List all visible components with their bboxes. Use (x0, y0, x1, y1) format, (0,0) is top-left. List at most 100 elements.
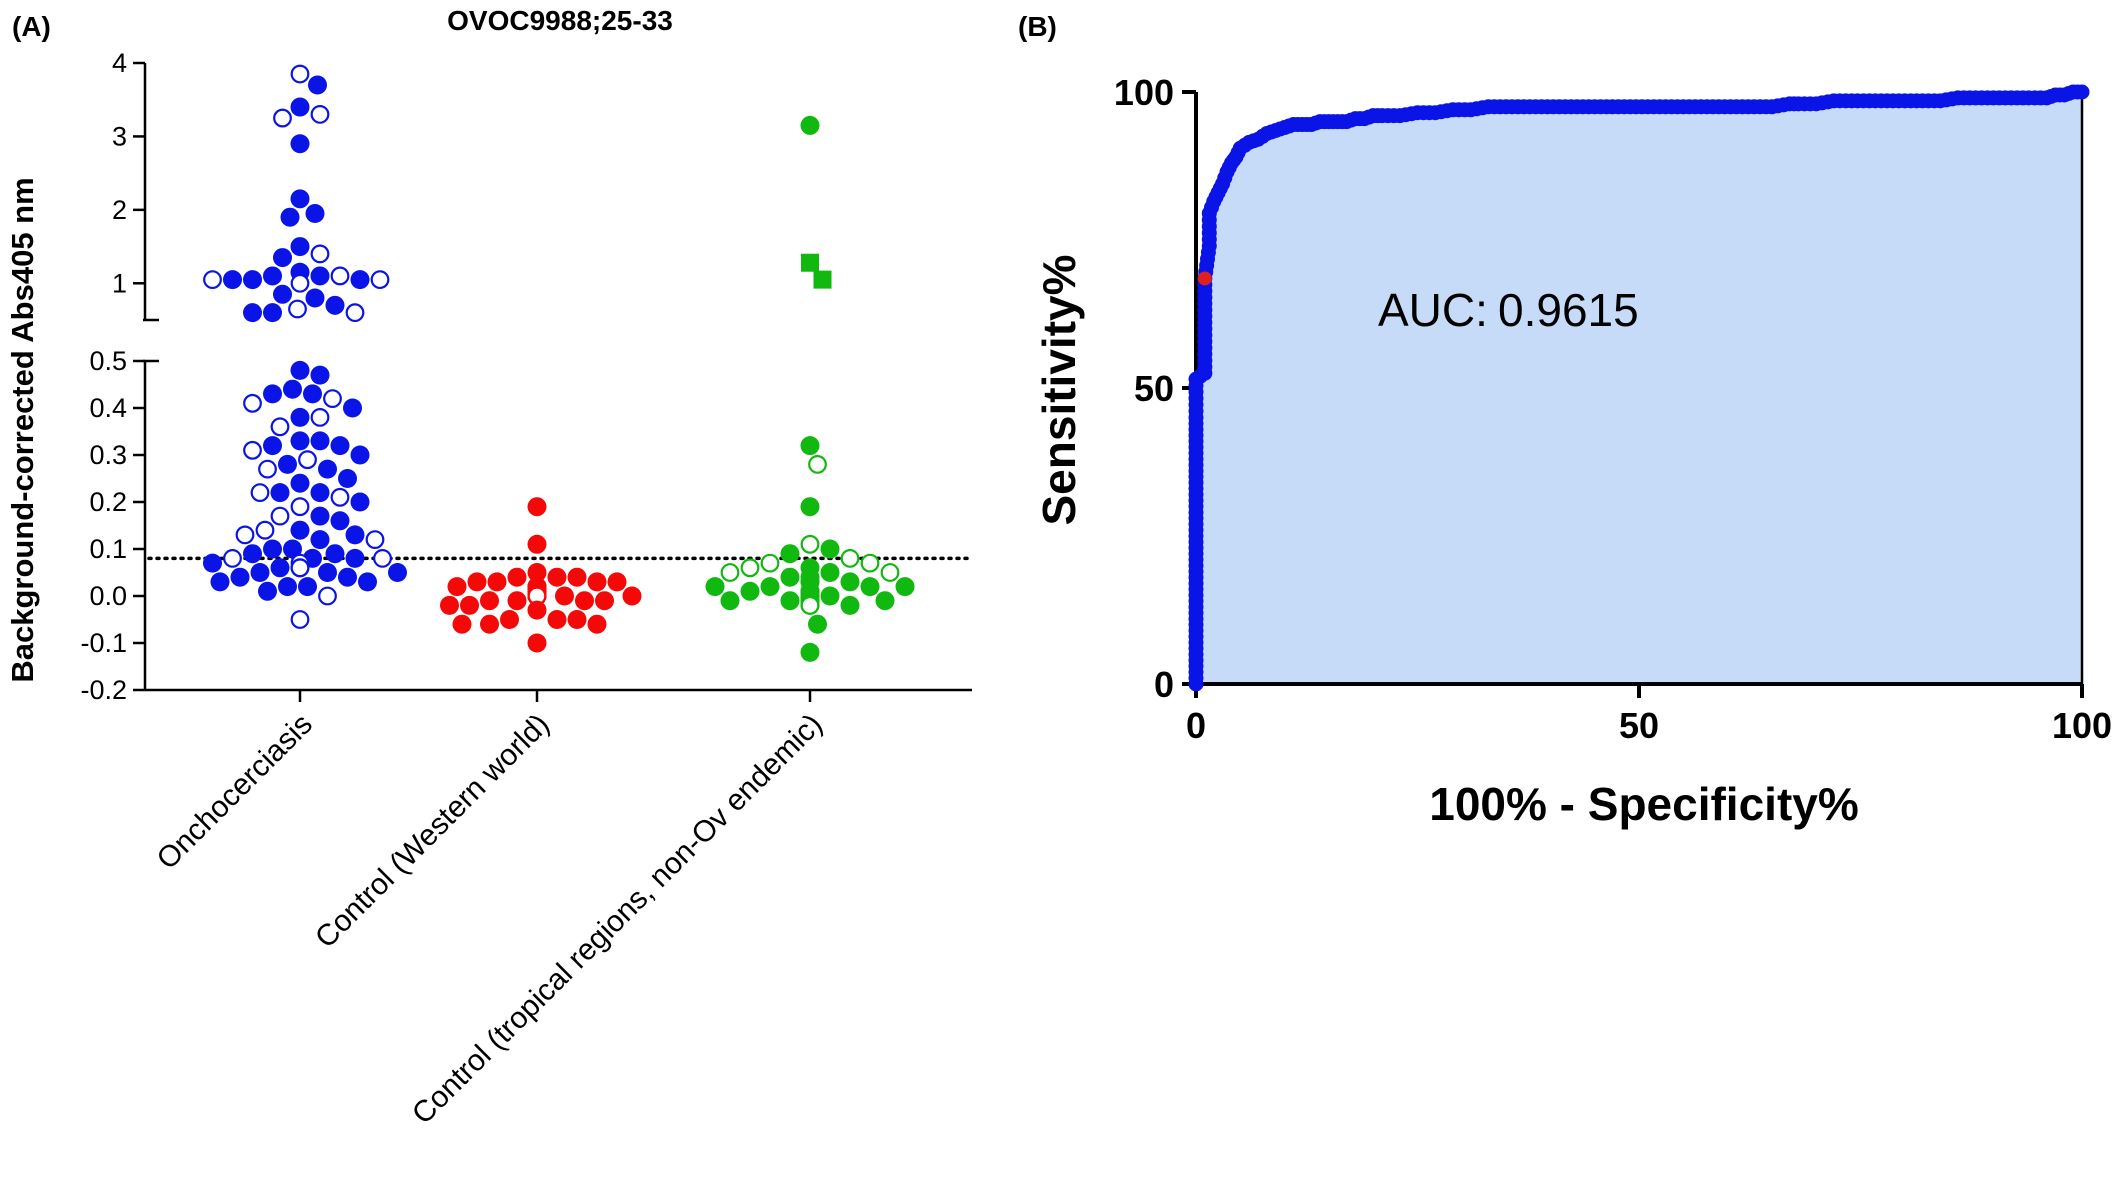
data-point-filled (338, 469, 357, 488)
data-point-filled (325, 544, 345, 564)
data-point-filled (325, 295, 345, 315)
data-point-filled (587, 572, 607, 592)
data-point-filled (258, 581, 277, 601)
data-point-filled (820, 586, 840, 606)
data-point-open (330, 266, 350, 286)
data-point-open (250, 483, 270, 503)
data-point-filled (290, 520, 310, 540)
data-point-filled (527, 497, 547, 517)
panel-a-label: (A) (12, 11, 51, 42)
data-point-filled (278, 577, 297, 597)
data-point-filled (303, 384, 322, 404)
data-point-filled (290, 360, 310, 380)
data-point-filled (760, 577, 780, 597)
data-point-filled (500, 610, 519, 629)
category-label: Control (Western world) (309, 708, 556, 955)
data-point-open (330, 487, 350, 507)
data-point-filled (263, 539, 282, 559)
data-point-open (258, 459, 277, 479)
data-point-filled (283, 539, 302, 559)
data-point-open (860, 553, 880, 573)
data-point-open (310, 104, 330, 124)
y-tick-label: 0.3 (89, 440, 127, 470)
data-point-filled (250, 563, 270, 582)
data-point-open (370, 270, 390, 290)
data-point-filled (440, 595, 459, 615)
roc-point (2074, 84, 2090, 100)
data-point-filled (587, 614, 607, 634)
data-point-filled (345, 525, 365, 545)
data-point-open (290, 497, 310, 517)
data-point-filled (298, 577, 317, 597)
x-tick-label: 100 (2052, 705, 2112, 746)
y-tick-label: 0.4 (89, 393, 127, 423)
x-tick-label: 50 (1619, 705, 1659, 746)
data-point-filled (263, 436, 282, 456)
data-point-filled (527, 633, 547, 653)
data-point-open (290, 558, 310, 578)
x-tick-label: 0 (1186, 705, 1206, 746)
data-point-filled (345, 548, 365, 568)
panel-b-roc-points (1188, 84, 2090, 692)
panel-b-area-under-curve (1196, 92, 2084, 684)
data-point-filled (263, 303, 282, 323)
data-point-open (235, 525, 255, 545)
data-point-filled (305, 204, 325, 224)
panel-a-points (203, 64, 915, 662)
data-point-filled (243, 303, 262, 323)
data-point-filled (305, 288, 325, 308)
data-point-filled (243, 544, 262, 564)
data-point-filled (318, 563, 337, 582)
data-point-filled (308, 75, 327, 95)
data-point-filled (278, 454, 297, 474)
data-point-filled (290, 431, 310, 451)
data-point-filled (273, 284, 292, 304)
data-point-open (800, 534, 820, 554)
data-point-filled (480, 591, 499, 611)
data-point-filled (270, 483, 290, 503)
panel-b-roc-curve: (B) 0 50 100 0 50 100 AUC: 0.9615 100% - Spec… (1018, 11, 2112, 830)
panel-a-title: OVOC9988;25-33 (447, 5, 673, 36)
data-point-filled (705, 577, 725, 597)
data-point-open (310, 408, 330, 427)
auc-fill (1196, 92, 2082, 684)
data-point-open (290, 64, 310, 84)
data-point-filled (840, 572, 860, 592)
data-point-filled (263, 384, 282, 404)
y-tick-label: -0.2 (80, 675, 127, 705)
data-point-filled (840, 595, 860, 615)
data-point-filled (567, 610, 587, 629)
data-point-open (270, 417, 290, 437)
data-point-filled (480, 614, 499, 634)
data-point-filled (223, 270, 242, 290)
data-point-open (880, 563, 900, 582)
data-point-open (760, 553, 780, 573)
data-point-filled (310, 506, 330, 526)
data-point-filled (527, 534, 547, 554)
data-point-filled (527, 600, 547, 620)
y-tick-label: 1 (112, 268, 127, 298)
data-point-filled (290, 134, 310, 154)
category-label: Onchocerciasis (151, 708, 319, 876)
data-point-filled (780, 567, 800, 587)
data-point-open (273, 108, 292, 128)
data-point-open (345, 303, 365, 323)
data-point-filled (452, 614, 472, 634)
data-point-open (270, 506, 290, 526)
data-point-filled (273, 248, 292, 268)
data-point-filled (820, 539, 840, 559)
data-point-filled (780, 544, 800, 564)
data-point-filled (318, 459, 337, 479)
panel-b-y-axis-label: Sensitivity% (1033, 255, 1085, 526)
data-point-filled (350, 492, 370, 512)
auc-value: 0.9615 (1498, 284, 1639, 336)
panel-a-y-axis-label: Background-corrected Abs405 nm (5, 177, 40, 682)
data-point-filled (210, 572, 230, 592)
data-point-open (808, 455, 827, 474)
data-point-filled (460, 595, 479, 615)
data-point-filled (820, 563, 840, 582)
data-point-filled (575, 591, 594, 611)
data-point-filled (330, 436, 350, 456)
data-point-filled (507, 591, 527, 611)
